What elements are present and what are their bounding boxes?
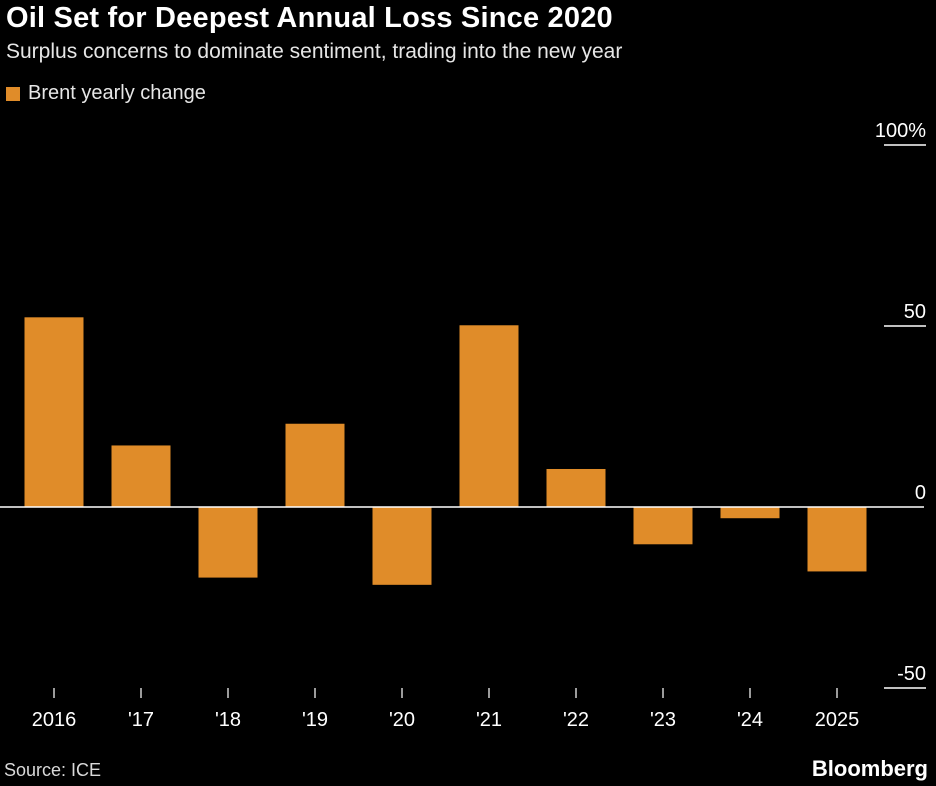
x-tick-label: '23 [650,709,676,731]
bar-17 [111,445,171,507]
bar-19 [285,423,345,507]
y-tick-label: 100% [875,120,926,142]
chart-subtitle: Surplus concerns to dominate sentiment, … [6,40,623,63]
bar-22 [546,468,606,507]
x-tick-label: 2025 [815,709,860,731]
y-tick-label: 50 [904,301,926,323]
bar-20 [372,507,432,585]
bar-18 [198,507,258,578]
chart-title: Oil Set for Deepest Annual Loss Since 20… [6,2,613,34]
x-tick-label: '24 [737,709,763,731]
bar-2025 [807,507,867,572]
x-tick-label: '22 [563,709,589,731]
x-tick-label: '18 [215,709,241,731]
bar-21 [459,325,519,507]
y-tick-label: 0 [915,482,926,504]
bar-23 [633,507,693,545]
bar-2016 [24,317,84,507]
y-axis: 100% 50 0 -50 [0,120,926,689]
x-tick-label: '20 [389,709,415,731]
x-tick-label: 2016 [32,709,77,731]
x-tick-label: '17 [128,709,154,731]
legend-label: Brent yearly change [28,82,206,104]
y-tick-label: -50 [897,663,926,685]
bar-24 [720,507,780,519]
legend-swatch [6,86,20,101]
x-tick-label: '21 [476,709,502,731]
x-tick-label: '19 [302,709,328,731]
bars [24,317,867,585]
bloomberg-logo: Bloomberg [811,756,928,781]
x-axis: 2016 '17 '18 '19 '20 '21 '22 '23 '24 2025 [32,688,860,731]
legend: Brent yearly change [6,82,206,105]
source-note: Source: ICE [4,760,102,780]
